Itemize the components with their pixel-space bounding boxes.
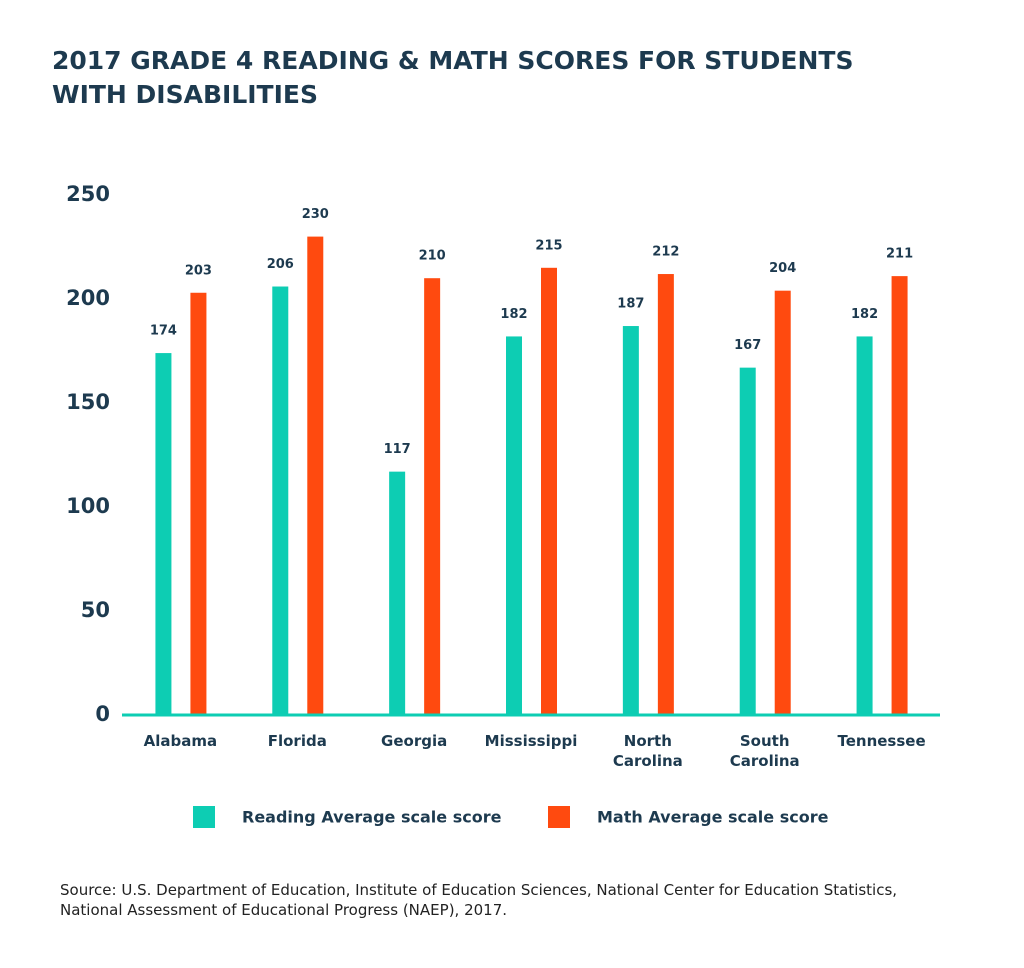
legend-swatch	[193, 806, 215, 828]
value-label: 212	[652, 245, 679, 260]
bar	[856, 336, 873, 715]
bar	[657, 274, 674, 715]
bar	[307, 236, 324, 715]
value-label: 203	[185, 263, 212, 278]
value-label: 174	[150, 324, 177, 339]
x-tick-label: Tennessee	[837, 732, 926, 750]
value-label: 211	[886, 247, 913, 262]
value-label: 206	[267, 257, 294, 272]
x-tick-label: Florida	[267, 732, 327, 750]
legend-label: Math Average scale score	[597, 808, 829, 827]
x-tick-label: North Carolina	[612, 732, 683, 770]
bar	[541, 267, 557, 715]
x-tick-label: South Carolina	[729, 732, 800, 770]
x-tick-label: Alabama	[143, 732, 218, 750]
y-tick-label: 200	[66, 286, 110, 310]
y-tick-label: 0	[95, 702, 110, 726]
x-tick-label: Georgia	[381, 732, 448, 750]
source-note: Source: U.S. Department of Education, In…	[60, 881, 898, 919]
value-label: 182	[500, 307, 527, 322]
bar	[272, 286, 289, 715]
bar	[389, 471, 406, 715]
bar	[155, 353, 172, 715]
bar	[190, 292, 207, 715]
value-label: 204	[769, 261, 796, 276]
chart-title: 2017 GRADE 4 READING & MATH SCORES FOR S…	[52, 46, 854, 109]
value-label: 167	[734, 338, 761, 353]
bar	[891, 276, 908, 715]
bar	[739, 367, 756, 715]
value-label: 230	[302, 207, 329, 222]
legend-label: Reading Average scale score	[242, 808, 502, 827]
bar	[506, 336, 522, 715]
bar	[774, 290, 791, 715]
value-label: 182	[851, 307, 878, 322]
value-label: 187	[617, 297, 644, 312]
legend-swatch	[548, 806, 570, 828]
y-tick-label: 100	[66, 494, 110, 518]
y-tick-label: 50	[81, 598, 110, 622]
bar	[424, 278, 441, 715]
value-label: 215	[535, 238, 562, 253]
value-label: 210	[419, 249, 446, 264]
y-tick-label: 150	[66, 390, 110, 414]
y-tick-label: 250	[66, 182, 110, 206]
bar	[622, 326, 639, 715]
x-tick-label: Mississippi	[484, 732, 578, 750]
value-label: 117	[384, 442, 411, 457]
